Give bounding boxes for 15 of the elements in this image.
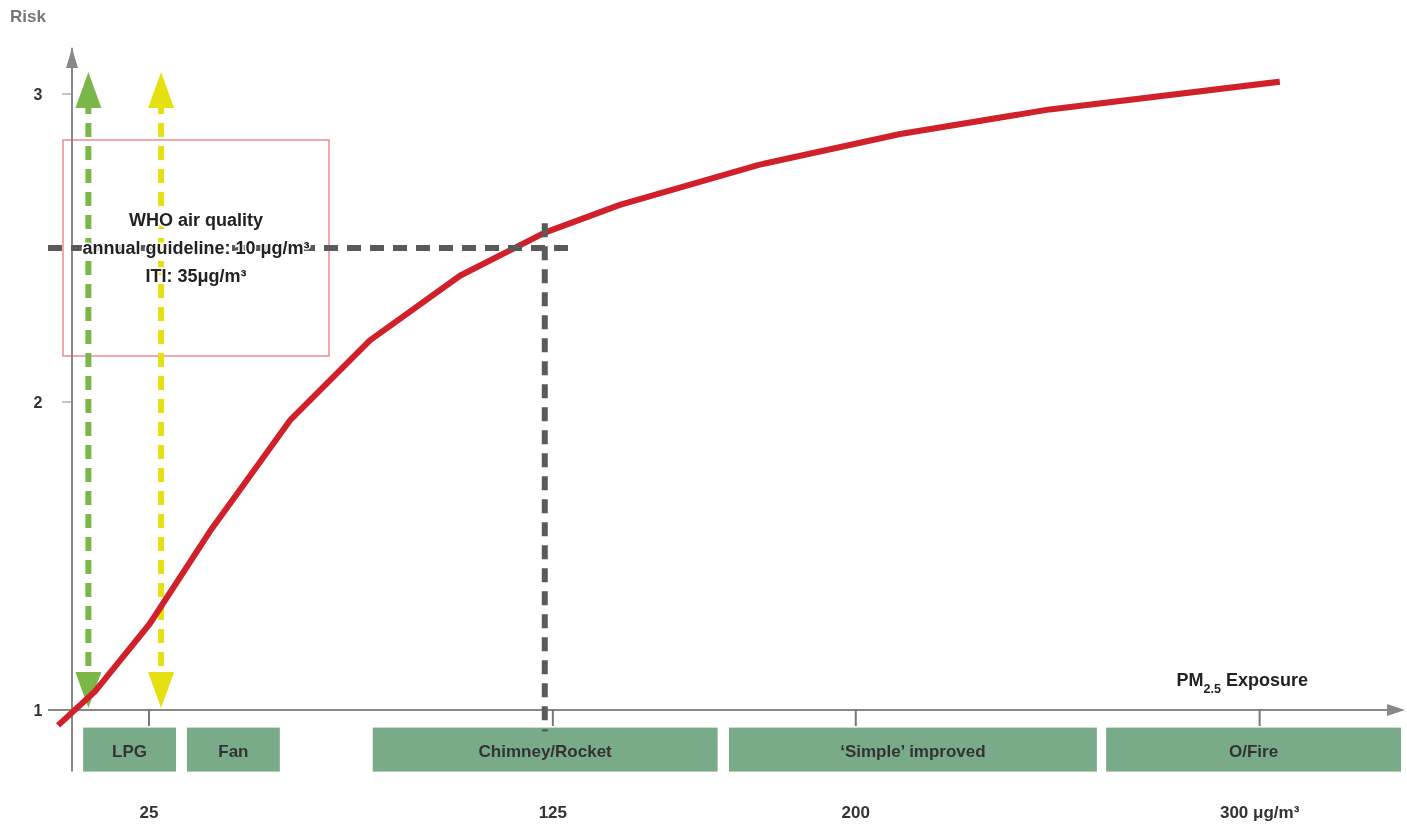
band-label: LPG	[112, 741, 148, 761]
band-label: ‘Simple’ improved	[840, 741, 986, 761]
y-tick-label: 3	[33, 86, 43, 103]
x-tick-label: 25	[139, 803, 159, 822]
x-tick-label: 125	[538, 803, 568, 822]
y-axis-title: Risk	[10, 7, 47, 26]
band-label: Fan	[218, 741, 249, 761]
x-axis-title: PM$_{2.5}$ Exposure	[1176, 670, 1308, 696]
x-tick-label: 300 μg/m³	[1219, 803, 1300, 822]
y-tick-label: 1	[33, 702, 43, 719]
band-label: Chimney/Rocket	[478, 741, 613, 761]
annotation: ITI: 35μg/m³	[145, 266, 247, 286]
x-tick-label: 200	[841, 803, 870, 822]
y-tick-label: 2	[33, 394, 43, 411]
band-label: O/Fire	[1229, 741, 1279, 761]
